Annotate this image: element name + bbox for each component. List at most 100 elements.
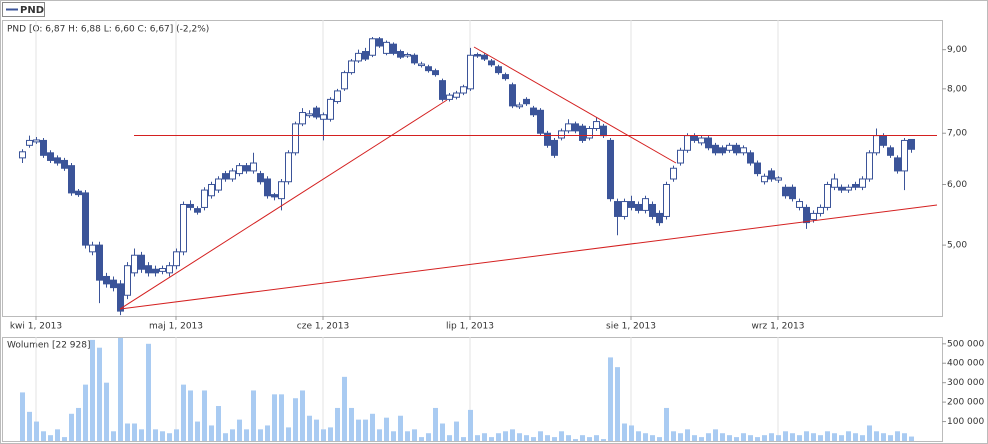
candle-body xyxy=(187,203,194,208)
volume-bar xyxy=(244,429,249,441)
candle-body xyxy=(481,54,488,60)
candle-body xyxy=(635,203,642,211)
candle-body xyxy=(19,151,26,159)
x-tick-label: kwi 1, 2013 xyxy=(10,322,62,332)
candle-body xyxy=(579,125,586,141)
volume-bar xyxy=(524,435,529,441)
candle-body xyxy=(222,173,229,180)
volume-bar xyxy=(286,427,291,441)
volume-bar xyxy=(601,439,606,441)
volume-bar xyxy=(55,429,60,441)
candle-body xyxy=(40,139,47,156)
volume-bar xyxy=(818,435,823,441)
y-tick-label: 7,00 xyxy=(947,129,967,139)
trend-line xyxy=(473,46,677,164)
candle-body xyxy=(866,152,873,180)
candle-body xyxy=(103,275,110,285)
candle-body xyxy=(68,165,75,194)
volume-bar xyxy=(699,437,704,441)
volume-bar xyxy=(692,435,697,441)
volume-bar xyxy=(258,429,263,441)
volume-bar xyxy=(636,431,641,441)
candle-body xyxy=(418,63,425,67)
candle-body xyxy=(887,147,894,156)
volume-bar xyxy=(860,435,865,441)
candle-body xyxy=(796,201,803,208)
candle-body xyxy=(229,170,236,180)
volume-bar xyxy=(27,411,32,441)
candle-body xyxy=(271,194,278,198)
candle-body xyxy=(180,203,187,253)
candle-body xyxy=(523,98,530,105)
candle-body xyxy=(152,268,159,274)
candle-body xyxy=(488,60,495,66)
volume-bar xyxy=(720,433,725,441)
volume-title: Wolumen [22 928] xyxy=(7,341,90,351)
volume-bar xyxy=(104,382,109,441)
volume-bar xyxy=(307,415,312,441)
volume-bar xyxy=(62,437,67,441)
candle-body xyxy=(173,251,180,267)
volume-bar xyxy=(496,433,501,441)
trend-line xyxy=(119,99,448,310)
candle-body xyxy=(138,254,145,270)
x-tick-label: maj 1, 2013 xyxy=(149,322,203,332)
candle-body xyxy=(894,157,901,172)
volume-bar xyxy=(76,407,81,441)
candle-body xyxy=(789,186,796,200)
volume-bar xyxy=(251,390,256,441)
candle-body xyxy=(859,178,866,188)
candle-body xyxy=(747,152,754,164)
candle-body xyxy=(292,123,299,154)
candle-body xyxy=(642,198,649,211)
volume-bar xyxy=(769,433,774,441)
volume-bar xyxy=(167,433,172,441)
candle-body xyxy=(145,265,152,274)
volume-bar xyxy=(202,390,207,441)
volume-bar xyxy=(804,431,809,441)
volume-bar xyxy=(615,367,620,441)
volume-bar xyxy=(34,421,39,441)
volume-bar xyxy=(650,435,655,441)
candle-body xyxy=(467,54,474,90)
candle-body xyxy=(404,54,411,57)
x-tick-label: lip 1, 2013 xyxy=(446,322,494,332)
y-tick-label: 400 000 xyxy=(947,359,984,369)
candle-body xyxy=(691,135,698,141)
candle-body xyxy=(334,90,341,103)
volume-bar xyxy=(846,431,851,441)
candle-body xyxy=(649,203,656,217)
volume-bar xyxy=(755,437,760,441)
candle-body xyxy=(299,112,306,125)
y-tick-label: 6,00 xyxy=(947,180,967,190)
volume-bar xyxy=(629,425,634,441)
volume-bar xyxy=(517,433,522,441)
candle-body xyxy=(110,279,117,289)
legend-label: PND xyxy=(20,5,44,16)
volume-bar xyxy=(412,429,417,441)
candle-body xyxy=(656,212,663,224)
candle-body xyxy=(61,159,68,169)
candle-body xyxy=(586,128,593,139)
candle-body xyxy=(397,51,404,58)
volume-bar xyxy=(41,431,46,441)
candle-body xyxy=(327,98,334,120)
y-tick-label: 100 000 xyxy=(947,417,984,427)
candle-body xyxy=(558,130,565,139)
volume-bar xyxy=(349,407,354,441)
volume-bar xyxy=(139,429,144,441)
volume-bar xyxy=(594,435,599,441)
volume-bar xyxy=(125,423,130,441)
candle-body xyxy=(26,139,33,146)
volume-bar xyxy=(573,439,578,441)
volume-bar xyxy=(461,437,466,441)
candle-body xyxy=(530,107,537,116)
volume-panel xyxy=(2,337,943,442)
y-tick-label: 500 000 xyxy=(947,339,984,349)
volume-bar xyxy=(363,419,368,441)
y-tick-label: 5,00 xyxy=(947,241,967,251)
volume-bar xyxy=(545,435,550,441)
x-tick-label: sie 1, 2013 xyxy=(606,322,656,332)
candle-body xyxy=(383,41,390,54)
candle-body xyxy=(117,283,124,312)
